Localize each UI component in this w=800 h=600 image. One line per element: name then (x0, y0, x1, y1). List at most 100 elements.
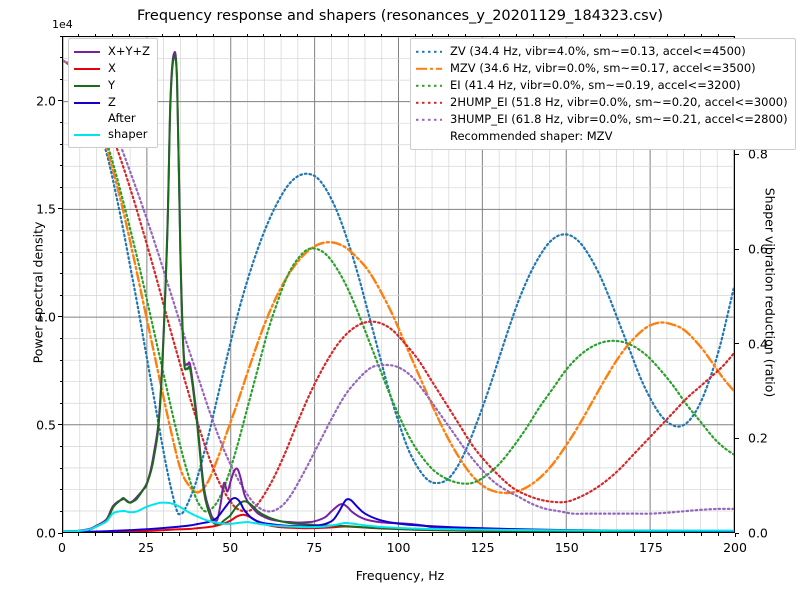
x-tick-mark (734, 533, 736, 537)
y-minor-tick (59, 338, 62, 340)
x-tick-label: 125 (470, 540, 495, 555)
x-minor-tick-top (616, 33, 618, 36)
x-minor-tick-top (700, 33, 702, 36)
legend-item-2HUMP_EI[interactable]: 2HUMP_EI (51.8 Hz, vibr=0.0%, sm~=0.20, … (416, 94, 788, 111)
legend-shapers[interactable]: ZV (34.4 Hz, vibr=4.0%, sm~=0.13, accel<… (410, 38, 796, 150)
legend-item-X[interactable]: X (74, 60, 150, 77)
legend-psd[interactable]: X+Y+Z X Y Z After shaper (68, 38, 159, 148)
y2-tick-label: 0.4 (748, 336, 768, 352)
x-minor-tick (700, 533, 702, 536)
x-minor-tick (297, 533, 299, 536)
y-tick-mark (58, 208, 62, 210)
legend-item-after-shaper[interactable]: After (74, 111, 150, 127)
legend-label: X+Y+Z (108, 43, 151, 58)
y-minor-tick (59, 35, 62, 37)
legend-swatch-line (74, 80, 100, 92)
x-minor-tick (583, 533, 585, 536)
legend-label: shaper (108, 127, 148, 142)
x-minor-tick (330, 533, 332, 536)
legend-swatch-line (416, 97, 442, 109)
x-minor-tick-top (364, 33, 366, 36)
x-minor-tick (599, 533, 601, 536)
y-minor-tick (59, 78, 62, 80)
x-minor-tick-top (448, 33, 450, 36)
x-minor-tick-top (549, 33, 551, 36)
x-tick-label: 50 (222, 540, 239, 555)
x-minor-tick (111, 533, 113, 536)
x-minor-tick-top (465, 33, 467, 36)
legend-item-EI[interactable]: EI (41.4 Hz, vibr=0.0%, sm~=0.19, accel<… (416, 77, 788, 94)
y-tick-mark (58, 100, 62, 102)
x-minor-tick (498, 533, 500, 536)
y-tick-mark (58, 532, 62, 534)
legend-item-after-shaper-2[interactable]: shaper (74, 127, 150, 143)
y-minor-tick (59, 294, 62, 296)
shaper-curve-MZV (63, 59, 734, 495)
x-minor-tick (196, 533, 198, 536)
legend-item-Z[interactable]: Z (74, 94, 150, 111)
x-minor-tick (364, 533, 366, 536)
legend-item-3HUMP_EI[interactable]: 3HUMP_EI (61.8 Hz, vibr=0.0%, sm~=0.21, … (416, 111, 788, 128)
x-minor-tick-top (498, 33, 500, 36)
x-minor-tick (162, 533, 164, 536)
legend-swatch-line (416, 46, 442, 58)
y2-tick-mark (735, 343, 739, 345)
legend-item-XYZ[interactable]: X+Y+Z (74, 43, 150, 60)
y-tick-label: 1.5 (36, 201, 56, 217)
legend-swatch-line (74, 46, 100, 58)
x-minor-tick (717, 533, 719, 536)
y-tick-mark (58, 424, 62, 426)
x-tick-mark (145, 533, 147, 537)
x-minor-tick-top (196, 33, 198, 36)
x-minor-tick-top (111, 33, 113, 36)
chart-title: Frequency response and shapers (resonanc… (137, 8, 663, 24)
x-minor-tick-top (381, 33, 383, 36)
legend-label: Y (108, 77, 116, 92)
x-minor-tick-top (515, 33, 517, 36)
x-minor-tick-top (330, 33, 332, 36)
legend-swatch-line (74, 97, 100, 109)
x-minor-tick-top (95, 33, 97, 36)
shaper-curve-EI (63, 59, 734, 513)
shaper-curve-3HUMP_EI (63, 59, 734, 515)
x-minor-tick-top (599, 33, 601, 36)
x-minor-tick-top (633, 33, 635, 36)
y2-tick-label: 0.6 (748, 241, 768, 257)
x-axis-label: Frequency, Hz (355, 568, 445, 583)
x-minor-tick-top (717, 33, 719, 36)
y-minor-tick (59, 143, 62, 145)
x-minor-tick (179, 533, 181, 536)
legend-label: 3HUMP_EI (61.8 Hz, vibr=0.0%, sm~=0.21, … (450, 111, 788, 126)
x-tick-mark (229, 533, 231, 537)
x-tick-mark (482, 533, 484, 537)
x-tick-mark (313, 533, 315, 537)
y2-tick-label: 0.8 (748, 146, 768, 162)
y-minor-tick (59, 359, 62, 361)
x-minor-tick (212, 533, 214, 536)
x-minor-tick (616, 533, 618, 536)
legend-item-MZV[interactable]: MZV (34.6 Hz, vibr=0.0%, sm~=0.17, accel… (416, 60, 788, 77)
legend-swatch-empty (416, 131, 442, 143)
legend-label: 2HUMP_EI (51.8 Hz, vibr=0.0%, sm~=0.20, … (450, 94, 788, 109)
x-minor-tick (633, 533, 635, 536)
y-tick-label: 0.5 (36, 417, 56, 433)
x-minor-tick (667, 533, 669, 536)
x-minor-tick-top (414, 33, 416, 36)
legend-swatch-line (416, 80, 442, 92)
x-minor-tick (347, 533, 349, 536)
x-minor-tick (78, 533, 80, 536)
x-tick-label: 200 (723, 540, 747, 555)
legend-item-ZV[interactable]: ZV (34.4 Hz, vibr=4.0%, sm~=0.13, accel<… (416, 43, 788, 60)
psd-curve-Z (63, 497, 734, 532)
x-minor-tick-top (212, 33, 214, 36)
x-minor-tick-top (431, 33, 433, 36)
x-tick-mark (61, 533, 63, 537)
x-tick-label: 75 (306, 540, 323, 555)
x-minor-tick (448, 533, 450, 536)
y-minor-tick (59, 402, 62, 404)
y-minor-tick (59, 121, 62, 123)
x-tick-mark (398, 533, 399, 537)
y-axis-offset-label: 1e4 (52, 18, 73, 31)
x-minor-tick-top (532, 33, 534, 36)
legend-item-Y[interactable]: Y (74, 77, 150, 94)
